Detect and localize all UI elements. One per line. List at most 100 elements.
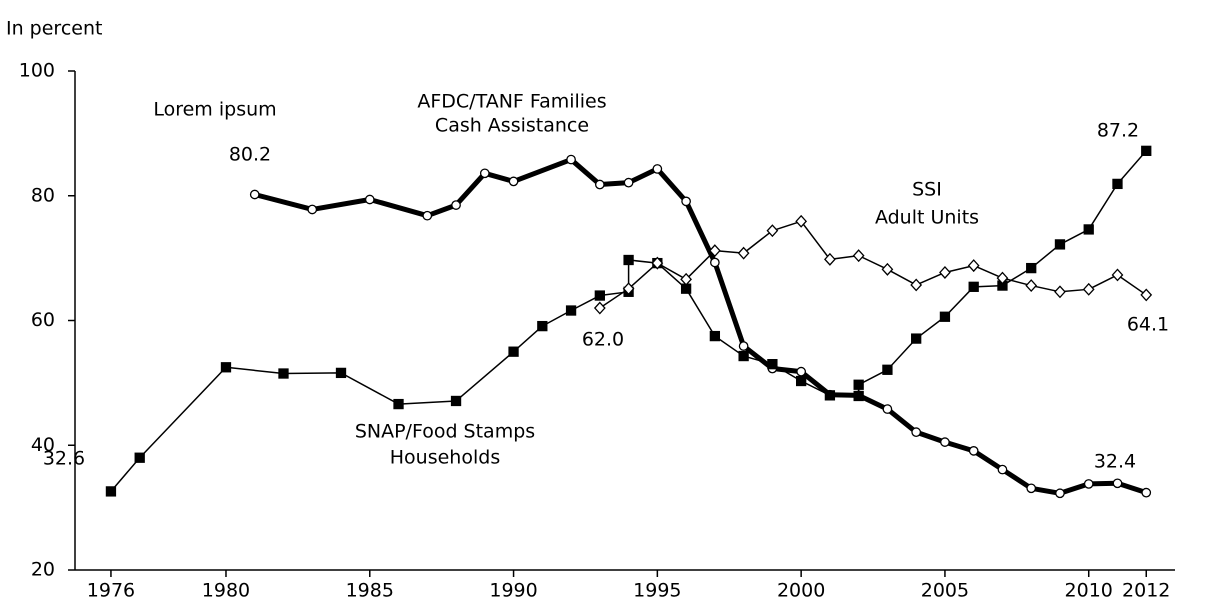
x-tick-label: 2000 bbox=[777, 580, 825, 602]
y-tick-label: 80 bbox=[31, 184, 55, 206]
marker bbox=[911, 427, 922, 438]
marker bbox=[566, 154, 576, 165]
marker bbox=[1025, 279, 1038, 293]
marker bbox=[278, 368, 289, 379]
marker bbox=[1054, 285, 1066, 299]
marker bbox=[824, 252, 836, 266]
y-tick-label: 20 bbox=[31, 559, 55, 581]
marker bbox=[680, 272, 692, 286]
x-tick-label: 1990 bbox=[489, 580, 537, 602]
marker bbox=[1055, 488, 1065, 499]
marker bbox=[708, 244, 721, 258]
marker bbox=[996, 271, 1009, 285]
series-label: SNAP/Food Stamps bbox=[355, 421, 535, 443]
marker bbox=[249, 189, 260, 200]
marker bbox=[307, 204, 318, 215]
series-label: Households bbox=[390, 447, 500, 469]
marker bbox=[1083, 224, 1094, 235]
marker bbox=[1054, 239, 1066, 250]
marker bbox=[911, 333, 922, 344]
marker bbox=[134, 452, 145, 463]
x-tick-label: 2010 bbox=[1065, 580, 1113, 602]
series-line bbox=[599, 220, 1147, 309]
marker bbox=[737, 246, 750, 260]
y-tick-label: 100 bbox=[19, 60, 55, 82]
marker bbox=[853, 390, 864, 402]
marker bbox=[622, 282, 635, 296]
marker bbox=[593, 301, 606, 315]
marker bbox=[1026, 483, 1037, 494]
marker bbox=[853, 379, 864, 390]
marker bbox=[882, 404, 893, 414]
marker bbox=[997, 464, 1008, 475]
data-label: 64.1 bbox=[1127, 314, 1169, 336]
data-label: 80.2 bbox=[229, 144, 271, 166]
marker bbox=[796, 366, 806, 377]
marker bbox=[681, 196, 691, 207]
marker bbox=[1112, 178, 1123, 190]
marker bbox=[105, 486, 117, 497]
x-tick-label: 2012 bbox=[1122, 580, 1170, 602]
marker bbox=[1112, 478, 1123, 489]
data-label: 87.2 bbox=[1097, 120, 1139, 142]
marker bbox=[939, 311, 951, 322]
marker bbox=[967, 259, 980, 273]
x-tick-label: 2005 bbox=[921, 580, 969, 602]
marker bbox=[968, 281, 979, 292]
marker bbox=[939, 266, 951, 279]
marker bbox=[508, 346, 519, 357]
marker bbox=[709, 330, 721, 342]
data-label: 32.4 bbox=[1094, 451, 1136, 473]
marker bbox=[594, 179, 605, 190]
series-line bbox=[254, 157, 1148, 496]
marker bbox=[795, 375, 807, 387]
marker bbox=[220, 362, 232, 373]
marker bbox=[594, 290, 605, 301]
y-axis-label: In percent bbox=[6, 18, 102, 40]
series-label: SSI bbox=[912, 179, 942, 201]
data-label: 32.6 bbox=[43, 448, 85, 470]
marker bbox=[824, 390, 836, 401]
marker bbox=[766, 224, 779, 238]
marker bbox=[393, 398, 404, 410]
marker bbox=[623, 177, 634, 188]
marker bbox=[623, 254, 634, 266]
marker bbox=[940, 437, 950, 447]
series-line bbox=[110, 150, 1147, 492]
marker bbox=[1141, 145, 1152, 156]
marker bbox=[565, 305, 577, 316]
marker bbox=[1082, 282, 1095, 296]
x-tick-label: 1995 bbox=[633, 580, 681, 602]
marker bbox=[852, 249, 865, 263]
series-label: Cash Assistance bbox=[435, 115, 589, 137]
marker bbox=[651, 256, 664, 270]
marker bbox=[738, 341, 749, 351]
marker bbox=[450, 395, 462, 407]
marker bbox=[795, 214, 808, 228]
marker bbox=[1026, 262, 1037, 274]
marker bbox=[537, 320, 548, 332]
marker bbox=[710, 257, 720, 268]
marker bbox=[881, 262, 894, 276]
marker bbox=[1083, 479, 1094, 489]
marker bbox=[1140, 288, 1153, 302]
y-tick-label: 40 bbox=[31, 434, 55, 456]
marker bbox=[335, 367, 347, 379]
series-label: Adult Units bbox=[875, 207, 979, 229]
marker bbox=[738, 350, 749, 362]
marker bbox=[508, 176, 519, 187]
marker bbox=[422, 210, 433, 221]
marker bbox=[1141, 487, 1152, 498]
y-tick-label: 60 bbox=[31, 309, 55, 331]
marker bbox=[479, 168, 490, 179]
marker bbox=[451, 200, 461, 210]
annotation: Lorem ipsum bbox=[153, 99, 276, 121]
x-tick-label: 1980 bbox=[202, 580, 250, 602]
marker bbox=[652, 164, 663, 174]
data-label: 62.0 bbox=[582, 329, 624, 351]
x-tick-label: 1976 bbox=[87, 580, 135, 602]
series-label: AFDC/TANF Families bbox=[417, 91, 606, 113]
marker bbox=[767, 359, 778, 370]
marker bbox=[968, 446, 979, 456]
